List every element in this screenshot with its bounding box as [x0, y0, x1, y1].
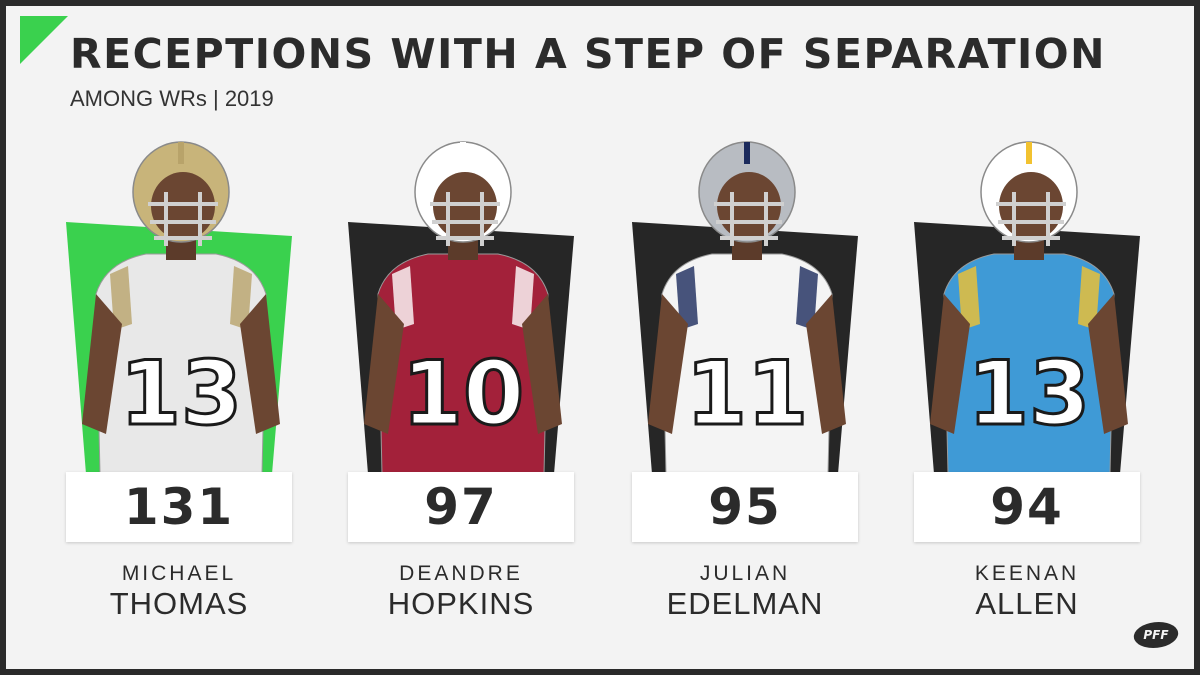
data-label: 94	[990, 478, 1064, 536]
jersey-number: 13	[968, 342, 1090, 445]
player-photo: 13	[82, 141, 280, 474]
jersey	[95, 253, 267, 474]
jersey-stripe	[392, 266, 414, 330]
data-label: 131	[123, 478, 235, 536]
pff-logo-text: PFF	[1143, 628, 1169, 642]
facemask	[148, 192, 218, 246]
jersey-number: 13	[120, 342, 242, 445]
left-arm	[364, 294, 404, 434]
player-photo: 10	[364, 141, 562, 474]
jersey-number: 11	[686, 342, 808, 445]
jersey-stripe	[958, 266, 980, 330]
player-first-name: JULIAN	[699, 562, 791, 585]
player-photo: 11	[648, 141, 846, 474]
jersey-stripe	[676, 266, 698, 330]
left-arm	[648, 294, 688, 434]
jersey	[943, 253, 1115, 474]
value-box: 131	[66, 472, 292, 542]
right-arm	[1088, 294, 1128, 434]
jersey-number: 10	[402, 342, 524, 445]
right-arm	[806, 294, 846, 434]
player-first-name: KEENAN	[974, 562, 1080, 585]
jersey-stripe	[796, 266, 818, 330]
player-card-michael-thomas: 13 131 MICHAEL THOMAS	[66, 134, 306, 621]
facemask	[714, 192, 784, 246]
player-last-name: THOMAS	[109, 586, 249, 621]
value-box: 94	[914, 472, 1140, 542]
player-first-name: DEANDRE	[399, 562, 523, 585]
player-last-name: HOPKINS	[387, 586, 535, 621]
right-arm	[522, 294, 562, 434]
data-label: 95	[708, 478, 782, 536]
player-first-name: MICHAEL	[121, 562, 237, 585]
jersey-stripe	[110, 266, 132, 330]
data-label: 97	[424, 478, 498, 536]
player-photo: 13	[930, 141, 1128, 474]
corner-accent	[20, 16, 68, 64]
chart-title: RECEPTIONS WITH A STEP OF SEPARATION	[70, 30, 1106, 78]
jersey-stripe	[512, 266, 534, 330]
left-arm	[930, 294, 970, 434]
jersey	[377, 253, 549, 474]
facemask	[996, 192, 1066, 246]
jersey-stripe	[1078, 266, 1100, 330]
player-last-name: EDELMAN	[666, 586, 824, 621]
jersey-stripe	[230, 266, 252, 330]
infographic: RECEPTIONS WITH A STEP OF SEPARATION AMO…	[6, 6, 1194, 669]
facemask	[430, 192, 500, 246]
player-last-name: ALLEN	[975, 586, 1079, 621]
value-box: 97	[348, 472, 574, 542]
player-card-julian-edelman: 11 95 JULIAN EDELMAN	[632, 134, 872, 621]
pff-logo: PFF	[1131, 622, 1181, 648]
left-arm	[82, 294, 122, 434]
player-card-keenan-allen: 13 94 KEENAN ALLEN	[914, 134, 1154, 621]
player-card-deandre-hopkins: 10 97 DEANDRE HOPKINS	[348, 134, 588, 621]
chart-subtitle: AMONG WRs | 2019	[70, 86, 274, 111]
jersey	[661, 253, 833, 474]
right-arm	[240, 294, 280, 434]
value-box: 95	[632, 472, 858, 542]
